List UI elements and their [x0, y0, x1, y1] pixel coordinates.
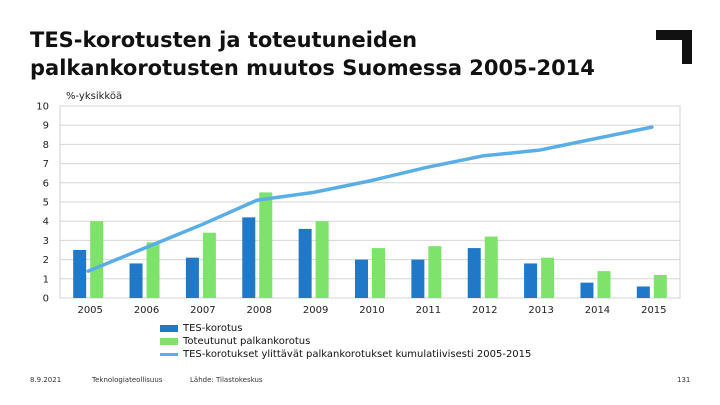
line-cumulative-point: [255, 198, 259, 202]
x-tick-label: 2008: [247, 305, 272, 316]
bar-tes-korotus: [524, 263, 538, 298]
bar-toteutunut: [653, 274, 667, 298]
bar-toteutunut: [90, 221, 104, 298]
bar-tes-korotus: [129, 263, 143, 298]
legend-item-cumulative: TES-korotukset ylittävät palkankorotukse…: [160, 348, 531, 361]
x-tick-label: 2007: [190, 305, 215, 316]
bar-tes-korotus: [185, 257, 199, 298]
x-tick-label: 2015: [641, 305, 666, 316]
footer-date: 8.9.2021: [30, 376, 62, 384]
legend-label-tes: TES-korotus: [183, 323, 243, 334]
bar-toteutunut: [202, 232, 216, 298]
bar-toteutunut: [484, 236, 498, 298]
bar-tes-korotus: [355, 259, 368, 298]
y-axis-unit-label: %-yksikköä: [66, 91, 123, 102]
y-tick-label: 8: [43, 140, 49, 151]
x-tick-label: 2011: [416, 305, 441, 316]
line-cumulative-point: [199, 223, 203, 227]
line-cumulative-point: [650, 125, 654, 129]
line-cumulative-point: [312, 190, 316, 194]
x-tick-label: 2013: [528, 305, 553, 316]
line-cumulative-point: [593, 137, 597, 141]
bar-tes-korotus: [242, 217, 256, 298]
bar-toteutunut: [146, 242, 160, 298]
line-cumulative-point: [368, 179, 372, 183]
y-tick-label: 6: [43, 178, 49, 189]
bar-toteutunut: [428, 246, 442, 298]
bar-toteutunut: [259, 192, 273, 298]
line-cumulative-point: [143, 246, 147, 250]
x-tick-label: 2014: [585, 305, 610, 316]
footer-source: Lähde: Tilastokeskus: [190, 376, 263, 384]
y-tick-label: 1: [43, 274, 49, 285]
y-tick-label: 5: [43, 198, 49, 209]
x-tick-label: 2005: [77, 305, 102, 316]
chart-legend: TES-korotus Toteutunut palkankorotus TES…: [160, 322, 531, 361]
x-tick-label: 2006: [134, 305, 159, 316]
y-tick-label: 7: [43, 159, 49, 170]
bar-tes-korotus: [467, 248, 481, 298]
bar-toteutunut: [541, 257, 555, 298]
legend-item-tes: TES-korotus: [160, 322, 531, 335]
x-tick-label: 2012: [472, 305, 497, 316]
legend-label-cumulative: TES-korotukset ylittävät palkankorotukse…: [183, 349, 532, 360]
line-cumulative-point: [481, 154, 485, 158]
bar-toteutunut: [372, 248, 385, 298]
bar-toteutunut: [315, 221, 329, 298]
legend-label-actual: Toteutunut palkankorotus: [183, 336, 311, 347]
brand-logo: [656, 30, 692, 64]
footer-org: Teknologiateollisuus: [92, 376, 163, 384]
y-tick-label: 4: [43, 217, 49, 228]
line-cumulative-point: [424, 165, 428, 169]
legend-swatch-tes: [160, 325, 178, 332]
line-cumulative-point: [537, 148, 541, 152]
legend-swatch-cumulative: [160, 353, 178, 356]
bar-tes-korotus: [580, 282, 594, 298]
y-tick-label: 0: [43, 294, 49, 305]
bar-toteutunut: [597, 271, 611, 298]
footer-page-number: 131: [677, 376, 691, 384]
page-title: TES-korotusten ja toteutuneiden palkanko…: [30, 28, 595, 80]
line-cumulative: [86, 125, 654, 273]
logo-corner-mark: [656, 30, 692, 64]
y-tick-label: 10: [36, 102, 49, 113]
x-tick-label: 2009: [303, 305, 328, 316]
bar-tes-korotus: [298, 228, 312, 298]
y-tick-label: 3: [43, 236, 49, 247]
y-tick-label: 2: [43, 255, 49, 266]
x-tick-label: 2010: [359, 305, 384, 316]
y-tick-label: 9: [43, 121, 49, 132]
bar-tes-korotus: [73, 250, 87, 298]
legend-swatch-actual: [160, 338, 178, 345]
bar-tes-korotus: [636, 286, 650, 298]
legend-item-actual: Toteutunut palkankorotus: [160, 335, 531, 348]
line-cumulative-point: [86, 269, 90, 273]
bar-tes-korotus: [411, 259, 425, 298]
